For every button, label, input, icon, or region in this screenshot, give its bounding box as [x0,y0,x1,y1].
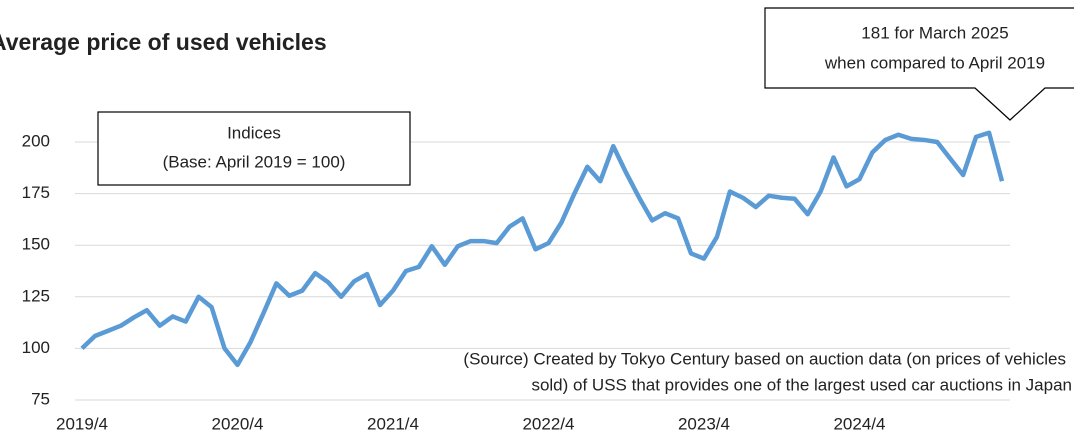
y-tick-label: 150 [22,235,50,254]
y-tick-label: 75 [31,389,50,408]
y-tick-label: 200 [22,131,50,150]
data-line [80,130,1005,368]
y-tick-label: 125 [22,286,50,305]
source-text: sold) of USS that provides one of the la… [531,375,1072,394]
callout-text: when compared to April 2019 [824,53,1045,72]
x-tick-label: 2022/4 [522,414,574,433]
callout-text: 181 for March 2025 [861,23,1008,42]
x-tick-label: 2024/4 [833,414,885,433]
x-tick-label: 2019/4 [56,414,108,433]
note-text: Indices [227,123,281,142]
y-tick-label: 175 [22,183,50,202]
source-text: (Source) Created by Tokyo Century based … [463,349,1066,368]
note-text: (Base: April 2019 = 100) [163,152,346,171]
x-tick-label: 2021/4 [367,414,419,433]
callout-box [764,7,1074,121]
chart-title: Average price of used vehicles [0,29,327,55]
x-tick-label: 2020/4 [211,414,263,433]
y-tick-label: 100 [22,338,50,357]
note-box [97,111,411,186]
x-tick-label: 2023/4 [678,414,730,433]
